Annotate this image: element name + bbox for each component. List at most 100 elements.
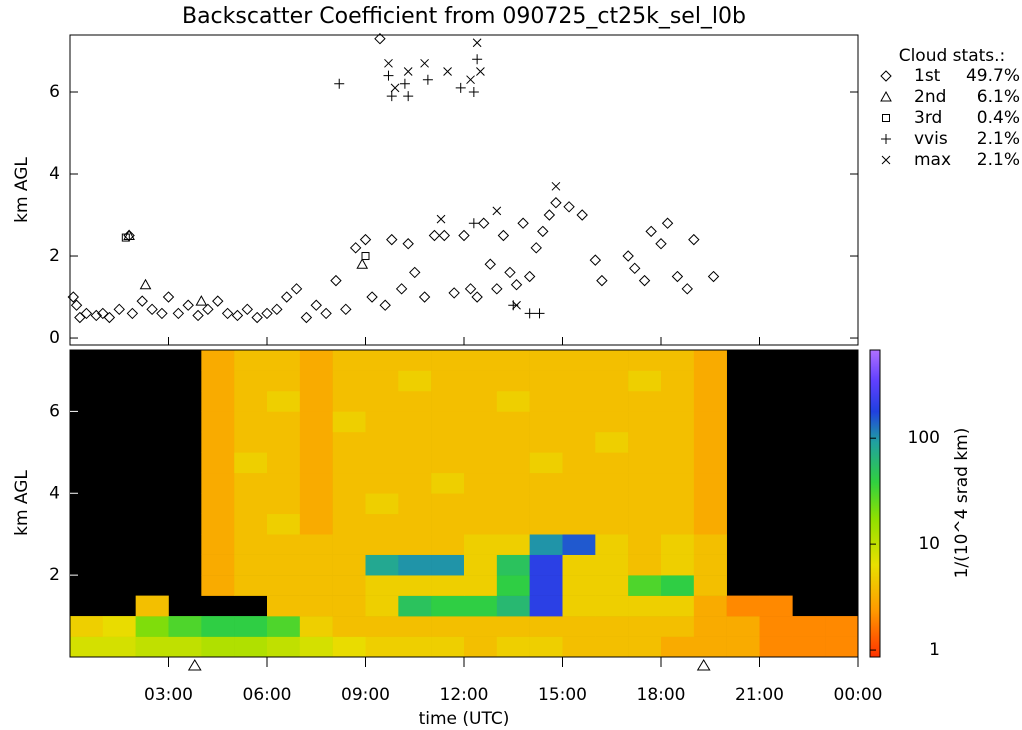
marker-diamond [221,307,234,320]
heatmap-cell [299,616,333,637]
marker-diamond [349,242,362,254]
heatmap-cell [431,575,465,596]
heatmap-cell [562,452,596,474]
legend-stat: 49.7% [966,66,1020,86]
heatmap-cell [661,411,695,433]
y-tick-label: 6 [49,82,60,102]
heatmap-cell [332,431,366,453]
heatmap-cell [299,431,333,453]
marker-diamond [395,283,408,295]
heatmap-cell [562,411,596,433]
y-tick-label: 4 [49,483,60,503]
marker-cross [472,38,482,48]
heatmap-cell [168,636,202,658]
heatmap-cell [562,472,596,494]
heatmap-cell [562,534,596,555]
heatmap-cell [628,452,662,474]
heatmap-cell [398,595,432,617]
heatmap-cell [464,513,498,535]
heatmap-cell [562,616,596,637]
heatmap-cell [431,636,465,658]
marker-plus [534,308,545,319]
heatmap-cell [628,534,662,555]
heatmap-cell [628,554,662,576]
marker-cross [512,300,521,310]
heatmap-cell [299,411,333,433]
heatmap-cell [398,554,432,576]
marker-diamond [202,303,214,316]
heatmap-cell [201,452,235,474]
heatmap-cell [398,370,432,392]
legend-marker [881,155,891,165]
heatmap-cell [529,554,563,576]
marker-diamond [458,229,470,242]
colorbar [870,350,880,657]
marker-diamond [448,287,460,299]
marker-diamond [589,254,602,266]
heatmap-cell [628,350,662,371]
heatmap-cell [168,616,202,637]
marker-diamond [136,295,148,307]
heatmap-cell [464,411,498,433]
heatmap-cell [431,595,465,617]
marker-diamond [366,291,378,303]
marker-plus [403,91,414,102]
heatmap-cell [267,390,301,412]
heatmap-cell [332,575,366,596]
heatmap-cell [464,350,498,371]
marker-diamond [280,291,293,303]
heatmap-cell [267,493,301,515]
marker-diamond [477,217,490,229]
legend-label: 3rd [914,108,942,128]
marker-diamond [707,270,720,283]
marker-triangle [195,295,208,306]
heatmap-cell [595,575,629,596]
marker-diamond [374,32,386,45]
marker-diamond [330,274,342,287]
marker-diamond [497,229,510,242]
heatmap-cell [792,636,826,658]
heatmap-cell [661,616,695,637]
heatmap-cell [464,370,498,392]
marker-diamond [97,307,109,320]
time-marker [696,659,711,671]
heatmap-cell [332,390,366,412]
heatmap-cell [398,534,432,555]
heatmap-cell [201,554,235,576]
heatmap-cell [332,452,366,474]
heatmap-cell [70,616,104,637]
heatmap-cell [431,554,465,576]
heatmap-cell [496,636,530,658]
colorbar-tick-label: 100 [908,428,940,448]
marker-diamond [70,299,83,311]
marker-plus [386,91,397,102]
heatmap-cell [661,431,695,453]
heatmap-cell [135,616,169,637]
heatmap-cell [365,452,399,474]
heatmap-cell [661,472,695,494]
heatmap-cell [365,350,399,371]
marker-diamond [212,295,224,307]
marker-cross [420,58,429,68]
heatmap-cell [431,534,465,555]
legend-title: Cloud stats.: [899,46,1006,66]
heatmap-cell [234,636,268,658]
heatmap-cell [825,636,859,658]
marker-diamond [126,307,139,320]
heatmap-cell [201,636,235,658]
heatmap-cell [464,595,498,617]
marker-diamond [550,197,562,209]
marker-diamond [261,307,273,320]
heatmap-cell [234,350,268,371]
heatmap-cell [267,575,301,596]
heatmap-cell [693,350,727,371]
heatmap-cell [201,513,235,535]
heatmap-cell [693,554,727,576]
legend-marker [880,70,892,82]
heatmap-cell [496,554,530,576]
heatmap-cell [201,472,235,494]
heatmap-cell [299,575,333,596]
heatmap-cell [464,472,498,494]
heatmap-cell [332,513,366,535]
chart-title: Backscatter Coefficient from 090725_ct25… [182,4,746,29]
